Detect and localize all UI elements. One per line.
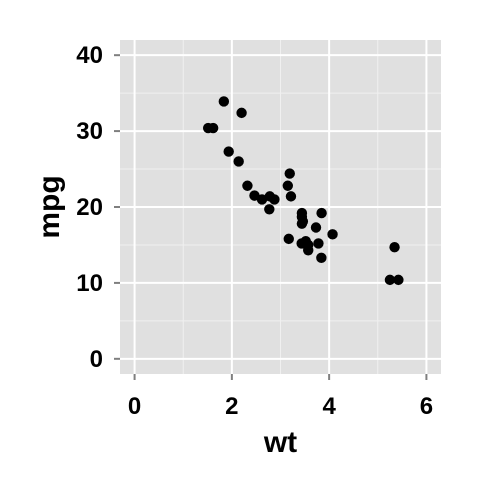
data-point bbox=[202, 122, 214, 134]
data-point bbox=[384, 274, 396, 286]
data-point bbox=[223, 146, 234, 157]
data-point bbox=[218, 96, 230, 107]
data-point bbox=[285, 191, 297, 202]
data-points bbox=[202, 96, 404, 286]
x-axis-ticks: 0 2 4 6 bbox=[128, 374, 433, 420]
data-point bbox=[284, 168, 295, 179]
major-gridlines bbox=[120, 40, 441, 374]
data-point bbox=[303, 239, 314, 251]
data-point bbox=[389, 242, 400, 253]
data-point bbox=[264, 204, 275, 215]
y-tick-label: 40 bbox=[76, 42, 103, 69]
data-point bbox=[393, 274, 404, 286]
y-tick-label: 10 bbox=[76, 270, 103, 297]
data-point bbox=[316, 207, 327, 219]
x-tick-label: 6 bbox=[420, 393, 433, 420]
data-point bbox=[296, 207, 308, 219]
y-axis-title: mpg bbox=[33, 175, 66, 238]
data-point bbox=[310, 222, 322, 233]
data-point bbox=[316, 252, 327, 264]
x-tick-label: 2 bbox=[225, 393, 238, 420]
data-point bbox=[264, 191, 275, 202]
data-point bbox=[283, 233, 294, 245]
data-point bbox=[296, 218, 308, 229]
x-axis-title: wt bbox=[263, 426, 297, 459]
y-tick-label: 30 bbox=[76, 118, 103, 145]
data-point bbox=[233, 156, 244, 167]
data-point bbox=[313, 238, 324, 249]
data-point bbox=[249, 190, 260, 201]
x-tick-label: 4 bbox=[322, 393, 336, 420]
y-tick-label: 20 bbox=[76, 194, 103, 221]
data-point bbox=[282, 180, 293, 191]
x-tick-label: 0 bbox=[128, 393, 141, 420]
data-point bbox=[327, 229, 338, 240]
y-axis-ticks: 0 10 20 30 40 bbox=[76, 42, 120, 373]
data-point bbox=[242, 180, 253, 191]
data-point bbox=[236, 107, 247, 119]
y-tick-label: 0 bbox=[90, 346, 103, 373]
